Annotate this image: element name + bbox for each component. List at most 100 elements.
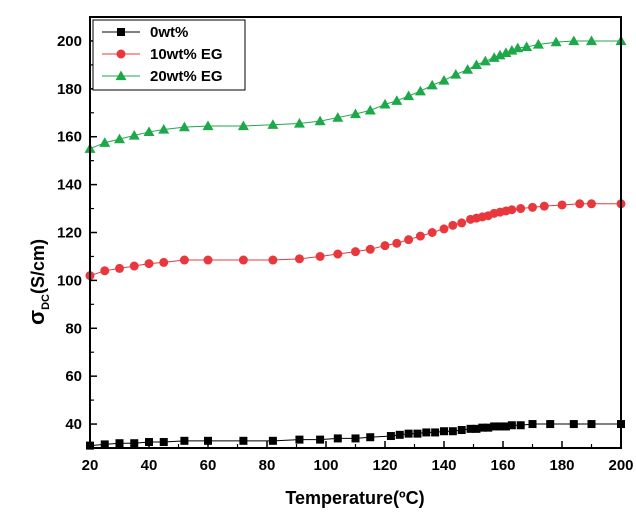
series-2-point-5 bbox=[158, 124, 170, 134]
series-layer bbox=[84, 35, 627, 450]
series-1-point-35 bbox=[575, 199, 585, 209]
series-0-point-15 bbox=[386, 432, 395, 441]
series-1-point-6 bbox=[179, 255, 189, 265]
series-2-point-3 bbox=[128, 130, 140, 140]
x-tick-label-8: 180 bbox=[549, 457, 574, 474]
x-tick-label-1: 40 bbox=[141, 457, 158, 474]
series-2-point-22 bbox=[462, 64, 474, 74]
ticks-layer: 20 40 60 80 100 120 140 160 180 200 40 60 80 100 120 14… bbox=[57, 33, 634, 474]
series-0-point-8 bbox=[239, 436, 248, 445]
series-1-point-33 bbox=[539, 201, 549, 211]
series-2-point-30 bbox=[521, 41, 533, 52]
series-0-point-14 bbox=[366, 433, 375, 442]
series-0-point-24 bbox=[466, 424, 475, 433]
series-2-point-1 bbox=[99, 137, 111, 147]
series-2-point-14 bbox=[364, 104, 376, 115]
x-tick-label-2: 60 bbox=[200, 457, 217, 474]
x-tick-label-4: 100 bbox=[313, 457, 338, 474]
series-2-point-12 bbox=[332, 112, 344, 122]
series-0-point-19 bbox=[422, 428, 431, 437]
series-0-point-7 bbox=[204, 436, 212, 445]
y-tick-label-0: 40 bbox=[65, 416, 82, 433]
y-axis-title: σDC(S/cm) bbox=[24, 239, 52, 325]
series-2-point-32 bbox=[550, 36, 562, 47]
series-1-point-15 bbox=[380, 241, 390, 251]
series-0-point-31 bbox=[507, 421, 516, 430]
series-0-point-29 bbox=[496, 422, 505, 431]
series-0-point-12 bbox=[333, 434, 342, 443]
x-axis-title: Temperature(ºC) bbox=[285, 488, 424, 508]
series-1-point-17 bbox=[404, 235, 414, 245]
y-axis-title-unit: (S/cm) bbox=[28, 239, 48, 294]
series-2-point-23 bbox=[470, 59, 482, 70]
legend: 0wt% 10wt% EG 20wt% EG bbox=[92, 19, 246, 91]
series-1-point-21 bbox=[448, 220, 458, 230]
series-0-point-2 bbox=[115, 439, 124, 448]
legend-label-2: 20wt% EG bbox=[150, 68, 223, 85]
series-2-point-9 bbox=[267, 119, 279, 129]
series-0-point-18 bbox=[413, 429, 422, 438]
y-tick-label-2: 80 bbox=[65, 320, 82, 337]
x-tick-label-7: 160 bbox=[490, 457, 515, 474]
series-1-point-8 bbox=[238, 255, 248, 265]
series-1-point-10 bbox=[294, 254, 304, 264]
series-1-point-20 bbox=[439, 224, 449, 234]
y-tick-label-6: 160 bbox=[57, 129, 82, 146]
y-tick-label-8: 200 bbox=[57, 33, 82, 50]
series-1 bbox=[85, 199, 626, 281]
series-1-point-12 bbox=[333, 249, 343, 259]
y-axis-title-main: σ bbox=[24, 310, 49, 325]
series-0-point-17 bbox=[404, 429, 413, 438]
series-0-point-36 bbox=[587, 420, 596, 429]
series-1-point-22 bbox=[457, 218, 467, 228]
series-1-point-34 bbox=[557, 200, 567, 210]
series-2-point-15 bbox=[379, 98, 391, 109]
series-2-point-2 bbox=[114, 133, 125, 144]
series-1-point-3 bbox=[129, 261, 139, 271]
series-2-point-29 bbox=[512, 42, 524, 53]
series-1-point-4 bbox=[144, 259, 154, 269]
series-0-point-20 bbox=[431, 428, 440, 437]
series-2-point-6 bbox=[178, 121, 190, 132]
series-0-point-6 bbox=[180, 436, 189, 445]
series-1-point-1 bbox=[100, 266, 110, 276]
series-0-point-5 bbox=[159, 438, 168, 447]
series-2-point-24 bbox=[479, 55, 491, 66]
series-1-point-2 bbox=[115, 263, 124, 273]
series-1-point-9 bbox=[268, 255, 278, 265]
legend-label-1: 10wt% EG bbox=[150, 46, 223, 63]
series-2-point-13 bbox=[350, 108, 361, 119]
y-tick-label-5: 140 bbox=[57, 177, 82, 194]
x-tick-label-0: 20 bbox=[82, 457, 99, 474]
series-line-1 bbox=[89, 203, 621, 277]
svg-text:σDC(S/cm): σDC(S/cm) bbox=[24, 239, 52, 325]
series-0-point-25 bbox=[472, 424, 481, 433]
x-tick-label-6: 140 bbox=[431, 457, 456, 474]
x-tick-label-9: 200 bbox=[608, 457, 633, 474]
series-0-point-23 bbox=[457, 426, 466, 435]
series-2-point-10 bbox=[293, 118, 305, 128]
series-2-point-17 bbox=[403, 90, 415, 101]
series-0-point-26 bbox=[478, 423, 487, 432]
series-0-point-34 bbox=[546, 420, 555, 429]
series-0-point-16 bbox=[395, 430, 404, 439]
series-2-point-8 bbox=[237, 120, 249, 131]
series-0-point-22 bbox=[448, 427, 457, 436]
series-2-point-11 bbox=[314, 115, 326, 126]
series-1-point-14 bbox=[365, 244, 375, 254]
series-2-point-18 bbox=[414, 85, 426, 96]
series-0-point-1 bbox=[100, 440, 109, 449]
series-2 bbox=[84, 35, 627, 153]
series-0-point-32 bbox=[516, 421, 525, 430]
series-0-point-33 bbox=[528, 420, 537, 429]
series-2-point-31 bbox=[532, 39, 544, 49]
series-1-point-31 bbox=[516, 204, 526, 214]
series-0-point-9 bbox=[268, 436, 277, 445]
y-tick-label-3: 100 bbox=[57, 272, 82, 289]
series-2-point-16 bbox=[391, 95, 403, 105]
series-1-point-16 bbox=[392, 238, 402, 248]
series-0-point-11 bbox=[316, 435, 325, 444]
y-tick-label-1: 60 bbox=[65, 368, 82, 385]
legend-marker-1 bbox=[116, 49, 126, 59]
